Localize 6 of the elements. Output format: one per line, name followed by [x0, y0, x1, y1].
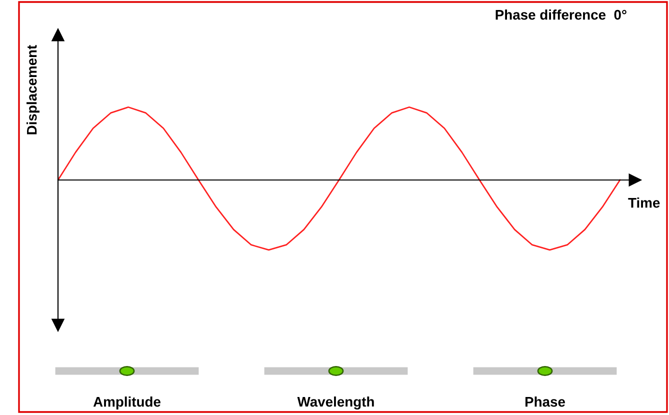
- text: Wavelength: [297, 396, 374, 410]
- text: Phase: [525, 396, 565, 407]
- chart-title: Phase difference 0°: [496, 10, 626, 20]
- text: Amplitude: [93, 396, 160, 410]
- y-axis-title: Displacement: [26, 45, 40, 134]
- x-axis-title: Time: [628, 198, 660, 208]
